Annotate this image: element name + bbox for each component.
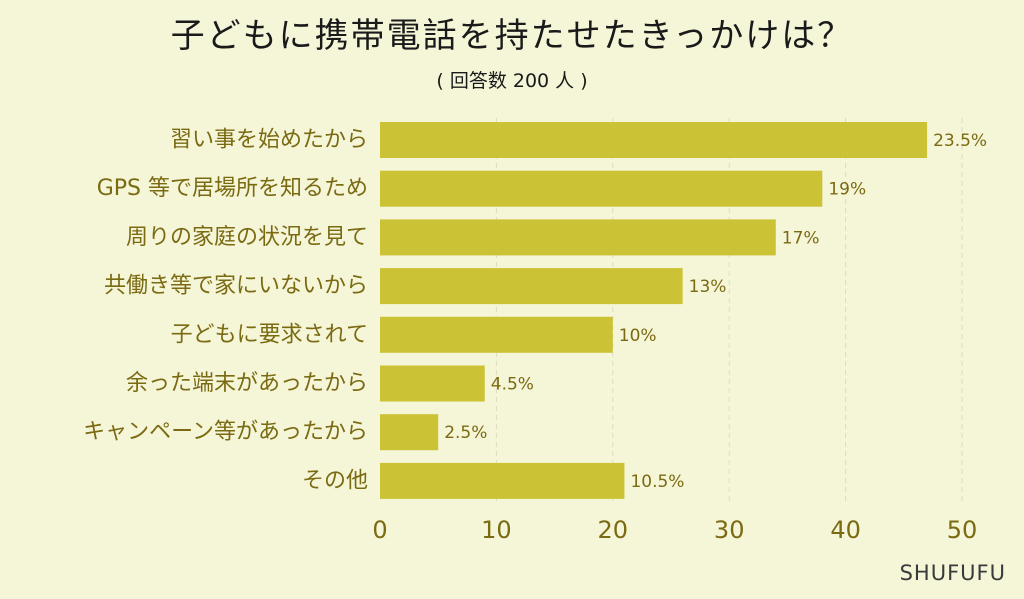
category-label: GPS 等で居場所を知るため xyxy=(97,176,368,201)
category-label: その他 xyxy=(302,468,368,493)
x-tick-label: 20 xyxy=(598,516,629,544)
chart-title: 子どもに携帯電話を持たせたきっかけは？ xyxy=(170,16,854,56)
x-tick-label: 0 xyxy=(372,516,387,544)
bar xyxy=(380,170,823,207)
category-label: 共働き等で家にいないから xyxy=(104,274,368,299)
brand-logo-text: SHUFUFU xyxy=(899,561,1006,585)
bar xyxy=(380,365,485,402)
value-label: 23.5% xyxy=(933,131,987,151)
value-label: 17% xyxy=(782,228,820,248)
category-label: 子どもに要求されて xyxy=(171,322,368,347)
x-tick-label: 50 xyxy=(947,516,978,544)
x-tick-label: 10 xyxy=(481,516,512,544)
value-label: 4.5% xyxy=(491,375,534,395)
value-label: 10% xyxy=(619,326,657,346)
value-label: 10.5% xyxy=(630,472,684,492)
value-label: 19% xyxy=(828,180,866,200)
bar xyxy=(380,316,613,353)
bar xyxy=(380,414,439,451)
x-tick-label: 40 xyxy=(830,516,861,544)
value-label: 13% xyxy=(689,277,727,297)
chart-subtitle: ( 回答数 200 人 ) xyxy=(436,70,588,92)
value-label: 2.5% xyxy=(444,423,487,443)
x-tick-label: 30 xyxy=(714,516,745,544)
bar xyxy=(380,268,683,305)
category-label: 余った端末があったから xyxy=(126,371,368,396)
bar xyxy=(380,122,928,158)
bar xyxy=(380,462,625,499)
category-label: 周りの家庭の状況を見て xyxy=(126,225,368,250)
category-label: 習い事を始めたから xyxy=(170,128,368,153)
bar xyxy=(380,219,776,256)
category-label: キャンペーン等があったから xyxy=(83,420,368,445)
